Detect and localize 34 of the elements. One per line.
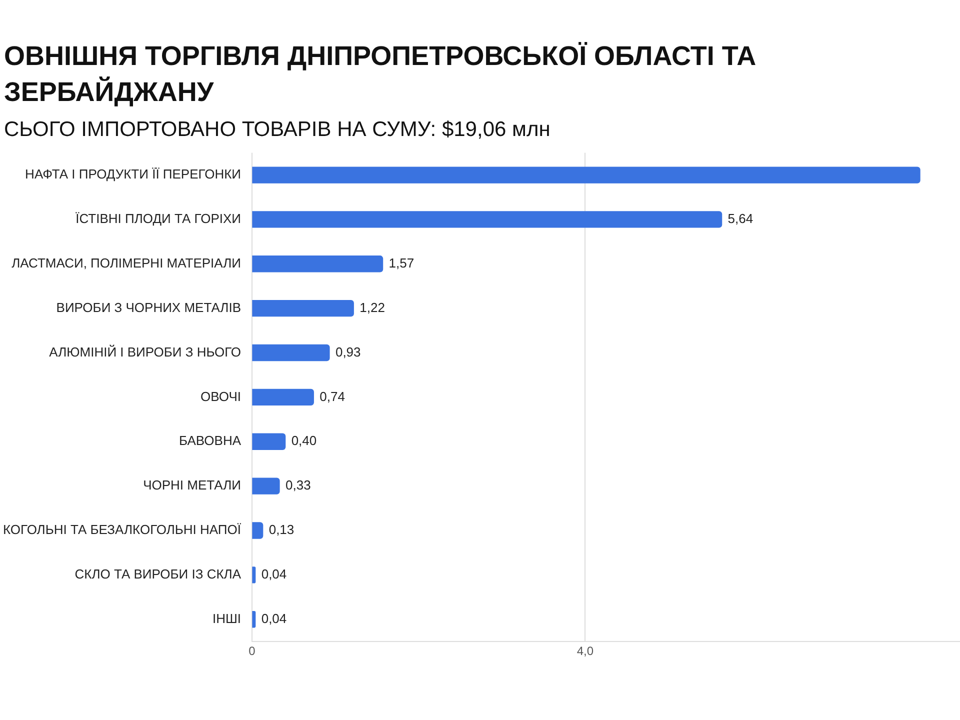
chart-subtitle: СЬОГО ІМПОРТОВАНО ТОВАРІВ НА СУМУ: $19,06 млн <box>4 118 552 142</box>
bar <box>252 478 280 494</box>
y-tick-label: ЛАСТМАСИ, ПОЛІМЕРНІ МАТЕРІАЛИ <box>12 255 242 270</box>
data-label: 0,04 <box>261 566 287 582</box>
y-tick-label: ОВОЧІ <box>200 388 242 404</box>
bar <box>252 344 330 362</box>
bar <box>252 388 314 406</box>
bar <box>252 300 354 317</box>
y-tick-label: ЇСТІВНІ ПЛОДИ ТА ГОРІХИ <box>76 211 242 226</box>
bar <box>252 256 384 272</box>
data-label: 5,64 <box>728 211 754 226</box>
y-tick-label: АЛЮМІНІЙ І ВИРОБИ З НЬОГО <box>49 344 242 360</box>
bar <box>252 211 722 228</box>
y-tick-label: ВИРОБИ З ЧОРНИХ МЕТАЛІВ <box>56 300 242 315</box>
y-tick-label: КОГОЛЬНІ ТА БЕЗАЛКОГОЛЬНІ НАПОЇ <box>2 522 242 538</box>
data-label: 0,93 <box>335 344 361 360</box>
bar <box>252 433 286 450</box>
y-tick-label: ЧОРНІ МЕТАЛИ <box>143 478 242 493</box>
y-tick-label: СКЛО ТА ВИРОБИ ІЗ СКЛА <box>74 566 242 582</box>
data-label: 1,57 <box>388 255 414 270</box>
data-label: 0,04 <box>261 610 287 626</box>
data-label: 1,22 <box>360 300 385 315</box>
data-label: 0,74 <box>320 388 345 404</box>
x-tick-label: 4,0 <box>576 644 594 658</box>
bar <box>252 522 264 539</box>
data-label: 0,13 <box>268 522 294 538</box>
chart-title: ОВНІШНЯ ТОРГІВЛЯ ДНІПРОПЕТРОВСЬКОЇ ОБЛАСТІ ТА ЗЕРБАЙДЖАНУ <box>4 40 758 109</box>
data-label: 0,33 <box>285 478 311 493</box>
y-tick-label: ІНШІ <box>212 610 242 626</box>
data-label: 0,40 <box>291 433 317 448</box>
bar <box>252 166 920 184</box>
x-tick-label: 0 <box>248 644 256 658</box>
y-tick-label: БАВОВНА <box>179 433 242 448</box>
y-tick-label: НАФТА І ПРОДУКТИ ЇЇ ПЕРЕГОНКИ <box>25 166 242 182</box>
